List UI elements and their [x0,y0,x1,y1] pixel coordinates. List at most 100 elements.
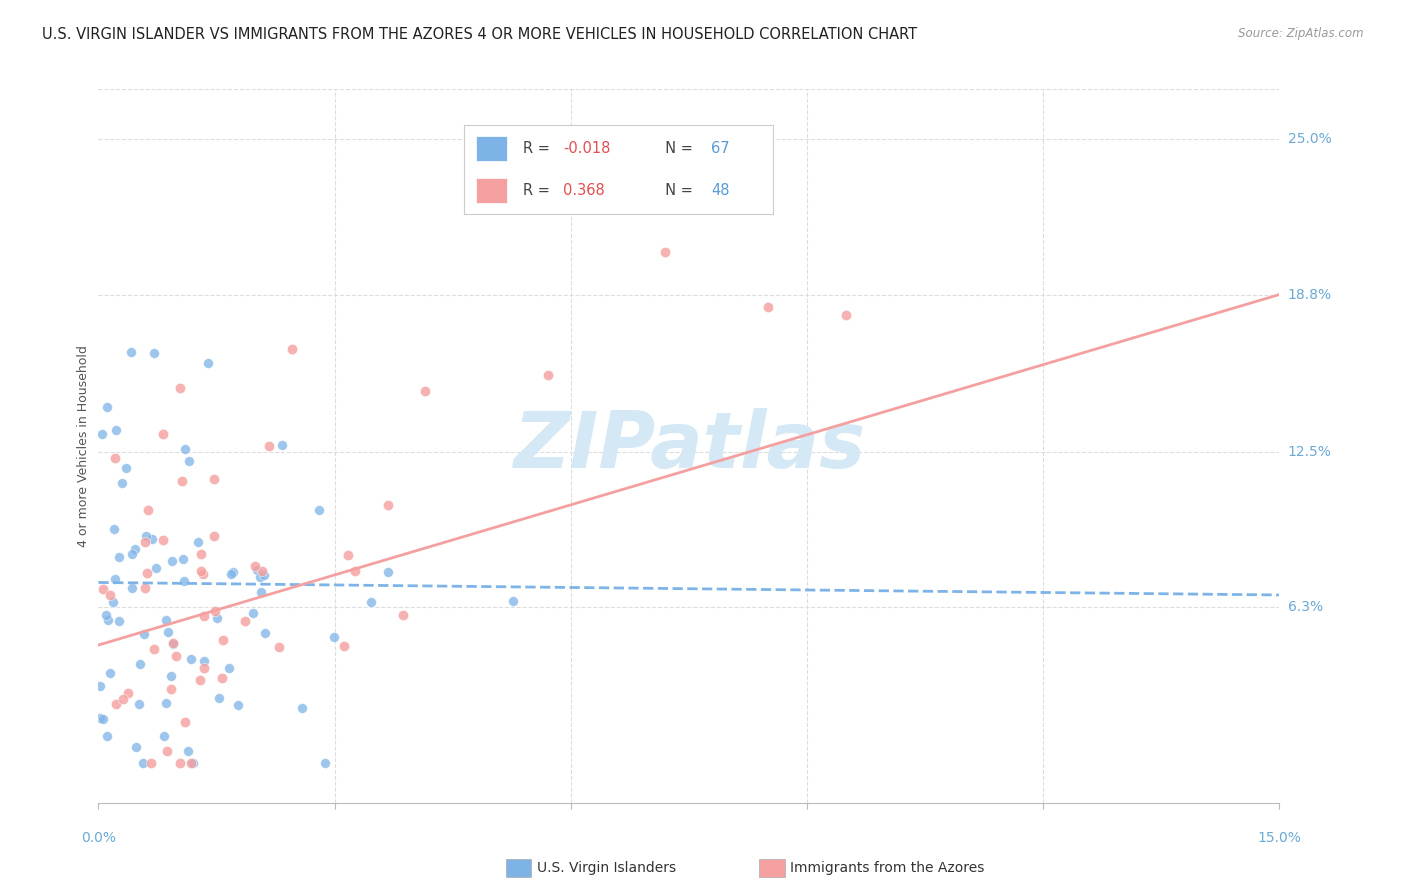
Point [756,300,779,314]
Text: 6.3%: 6.3% [1288,600,1323,615]
Point [250,585,273,599]
Text: N =: N = [655,184,697,198]
Point [191,566,214,581]
Point [134,535,156,549]
Point [134,626,156,640]
Point [131,756,153,770]
Point [103,522,125,536]
Point [157,625,180,640]
Point [187,535,209,549]
Point [104,423,127,437]
Point [212,633,235,648]
Point [188,673,211,687]
Point [152,730,174,744]
Point [222,565,245,579]
Point [202,471,225,485]
Point [129,657,152,671]
Point [245,559,267,574]
Point [208,690,231,705]
Point [117,685,139,699]
Point [111,475,134,490]
Point [108,615,131,629]
FancyBboxPatch shape [477,136,508,161]
Point [91,713,114,727]
Point [204,604,226,618]
Point [169,381,191,395]
Point [114,461,136,475]
Point [89,679,111,693]
Point [96,400,118,414]
Point [180,756,202,770]
Point [169,756,191,770]
Text: N =: N = [655,141,697,155]
Point [308,503,330,517]
Point [254,626,277,640]
Point [96,608,118,623]
Point [333,639,356,653]
Point [502,594,524,608]
Point [124,739,146,754]
Point [101,595,124,609]
Point [193,609,215,624]
Point [124,541,146,556]
Point [173,715,195,730]
Text: -0.018: -0.018 [562,141,610,155]
Point [156,744,179,758]
Point [91,426,114,441]
Text: 0.368: 0.368 [562,184,605,198]
Point [246,563,269,577]
Point [190,547,212,561]
Point [89,711,111,725]
Point [271,438,294,452]
Point [218,661,240,675]
Point [139,756,162,770]
Point [323,630,346,644]
Point [93,582,115,596]
Point [233,614,256,628]
Point [98,665,121,680]
Point [160,682,183,697]
Point [177,744,200,758]
Point [337,549,360,563]
Point [193,660,215,674]
Point [413,384,436,398]
Text: Source: ZipAtlas.com: Source: ZipAtlas.com [1239,27,1364,40]
Point [253,568,276,582]
Text: 48: 48 [711,184,730,198]
Point [155,696,177,710]
Point [193,653,215,667]
Point [121,581,143,595]
Point [174,442,197,456]
Text: U.S. VIRGIN ISLANDER VS IMMIGRANTS FROM THE AZORES 4 OR MORE VEHICLES IN HOUSEHO: U.S. VIRGIN ISLANDER VS IMMIGRANTS FROM … [42,27,917,42]
Point [181,756,204,770]
Y-axis label: 4 or more Vehicles in Household: 4 or more Vehicles in Household [77,345,90,547]
Text: 15.0%: 15.0% [1257,830,1302,845]
Point [135,566,157,580]
Point [162,637,184,651]
Point [159,668,181,682]
Point [180,652,202,666]
Point [143,641,166,656]
Point [96,729,118,743]
Point [226,698,249,712]
Point [105,697,128,711]
Point [145,560,167,574]
Text: 0.0%: 0.0% [82,830,115,845]
Text: R =: R = [523,141,554,155]
Text: U.S. Virgin Islanders: U.S. Virgin Islanders [537,861,676,875]
Point [162,636,184,650]
Point [249,569,271,583]
Point [172,475,194,489]
Point [197,356,219,370]
Point [98,588,121,602]
Point [179,453,201,467]
Point [134,581,156,595]
Point [242,606,264,620]
Point [377,499,399,513]
Point [204,529,226,543]
Point [142,346,165,360]
Point [165,648,187,663]
Point [267,640,290,654]
Text: 67: 67 [711,141,730,155]
Point [281,342,304,356]
